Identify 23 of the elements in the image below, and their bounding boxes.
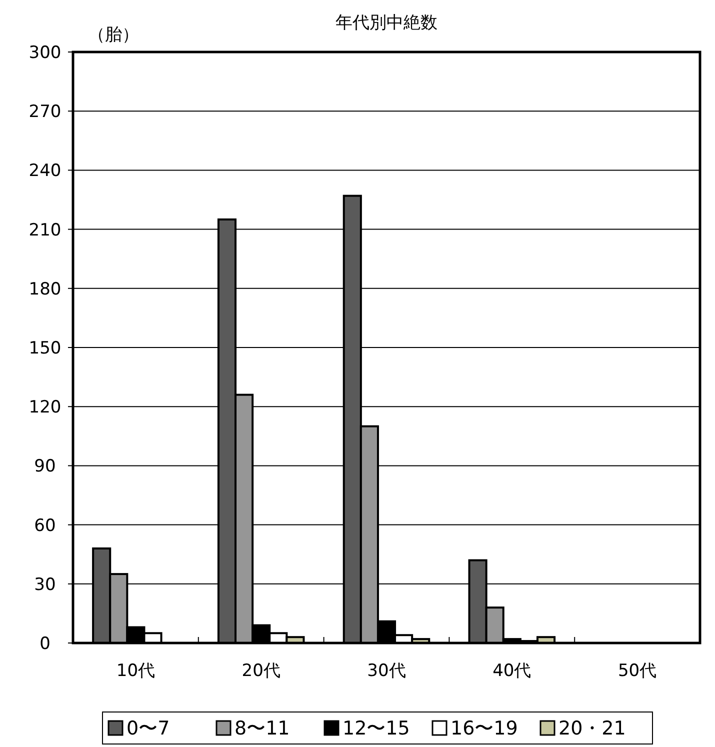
x-tick-label: 30代 (367, 661, 406, 681)
y-tick-label: 270 (28, 102, 62, 122)
x-tick-label: 20代 (242, 661, 280, 681)
chart-title: 年代別中絶数 (336, 13, 438, 33)
y-tick-label: 240 (28, 161, 62, 182)
y-tick-label: 120 (28, 398, 62, 418)
legend-label: 12〜15 (342, 718, 410, 740)
y-tick-label: 180 (28, 279, 62, 300)
y-tick-label: 150 (28, 338, 62, 358)
y-tick-label: 300 (28, 42, 62, 63)
legend-label: 16〜19 (450, 718, 518, 740)
legend-label: 8〜11 (234, 718, 290, 740)
y-tick-label: 60 (34, 516, 56, 536)
y-tick-label: 30 (34, 574, 56, 595)
x-tick-label: 40代 (492, 661, 532, 681)
legend-label: 20・21 (558, 718, 626, 740)
x-tick-label: 50代 (618, 661, 657, 681)
legend-label: 0〜7 (126, 718, 170, 740)
y-tick-label: 0 (40, 634, 50, 654)
y-tick-label: 90 (34, 456, 56, 477)
y-tick-label: 210 (28, 220, 62, 240)
y-axis-title: （胎） (88, 25, 139, 45)
x-tick-label: 10代 (116, 661, 156, 681)
